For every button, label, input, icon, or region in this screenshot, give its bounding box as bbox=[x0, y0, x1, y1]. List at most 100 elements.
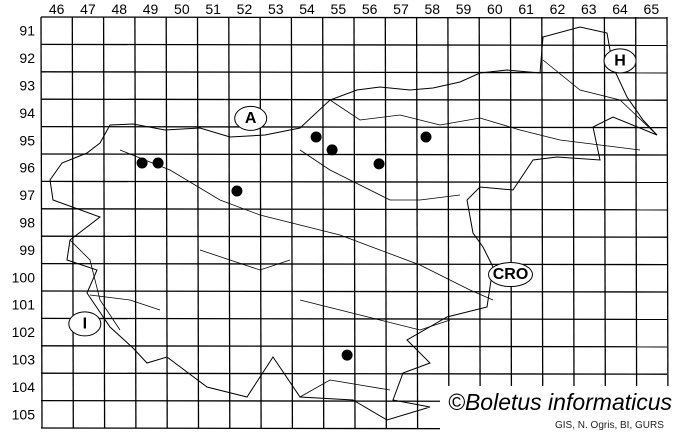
grid-vertical-line bbox=[603, 16, 607, 429]
rivers bbox=[69, 59, 658, 398]
row-label: 103 bbox=[12, 352, 36, 368]
column-label: 57 bbox=[393, 1, 409, 17]
grid-vertical-line bbox=[290, 16, 294, 429]
column-label: 65 bbox=[644, 1, 660, 17]
row-label: 102 bbox=[12, 324, 36, 340]
country-label-hungary: H bbox=[603, 48, 637, 74]
column-label: 52 bbox=[237, 1, 253, 17]
watermark-background bbox=[440, 386, 672, 432]
row-label: 94 bbox=[19, 105, 35, 121]
grid-horizontal-line bbox=[40, 262, 668, 266]
row-label: 92 bbox=[19, 50, 35, 66]
grid-vertical-line bbox=[384, 16, 387, 429]
record-dot bbox=[326, 144, 338, 156]
grid-horizontal-line bbox=[40, 180, 668, 184]
grid-vertical-line bbox=[196, 16, 200, 429]
grid-vertical-line bbox=[228, 16, 231, 429]
row-label: 95 bbox=[19, 132, 35, 148]
credit-text: GIS, N. Ogris, BI, GURS bbox=[555, 420, 664, 431]
row-label: 105 bbox=[12, 406, 36, 422]
grid-vertical-line bbox=[635, 16, 638, 429]
grid-horizontal-line bbox=[40, 235, 668, 238]
river-mura bbox=[542, 59, 658, 136]
record-dots bbox=[136, 131, 432, 361]
column-label: 51 bbox=[205, 1, 221, 17]
row-label: 96 bbox=[19, 160, 35, 176]
country-ellipse bbox=[488, 262, 533, 288]
country-ellipse bbox=[234, 105, 268, 131]
grid-horizontal-line bbox=[40, 317, 668, 321]
row-label: 104 bbox=[12, 379, 36, 395]
column-label: 61 bbox=[518, 1, 534, 17]
country-labels: A H CRO I bbox=[68, 48, 637, 337]
river-soca bbox=[69, 239, 121, 331]
grid bbox=[40, 16, 669, 430]
column-label: 63 bbox=[581, 1, 597, 17]
column-label: 54 bbox=[299, 1, 315, 17]
column-label: 64 bbox=[612, 1, 628, 17]
river-sava bbox=[119, 149, 494, 301]
record-dot bbox=[152, 157, 164, 169]
country-code: I bbox=[83, 315, 87, 332]
grid-horizontal-line bbox=[40, 71, 668, 74]
grid-vertical-line bbox=[71, 16, 74, 429]
watermark-text: ©Boletus informaticus bbox=[448, 389, 673, 415]
record-dot bbox=[341, 349, 353, 361]
country-code: A bbox=[245, 110, 257, 127]
grid-horizontal-line bbox=[40, 16, 668, 19]
grid-vertical-line bbox=[509, 16, 513, 429]
grid-vertical-line bbox=[259, 16, 262, 429]
row-label: 98 bbox=[19, 215, 35, 231]
row-labels: 91 92 93 94 95 96 97 98 99 100 101 102 103 104 105 bbox=[12, 23, 36, 423]
column-labels: 46 47 48 49 50 51 52 53 54 55 56 57 58 59 60 61 62 63 64 65 bbox=[49, 1, 659, 17]
grid-vertical-line bbox=[322, 16, 325, 429]
grid-vertical-line bbox=[40, 16, 43, 429]
column-label: 58 bbox=[424, 1, 440, 17]
row-label: 97 bbox=[19, 187, 35, 203]
grid-horizontal-line bbox=[40, 125, 668, 129]
column-label: 55 bbox=[331, 1, 347, 17]
grid-vertical-line bbox=[666, 16, 669, 429]
column-label: 50 bbox=[174, 1, 190, 17]
column-label: 46 bbox=[49, 1, 65, 17]
country-label-italy: I bbox=[68, 311, 102, 337]
record-dot bbox=[373, 158, 385, 170]
row-label: 91 bbox=[19, 23, 35, 39]
grid-vertical-line bbox=[165, 16, 168, 429]
column-label: 60 bbox=[487, 1, 503, 17]
country-label-croatia: CRO bbox=[488, 262, 533, 288]
column-label: 48 bbox=[111, 1, 127, 17]
row-label: 99 bbox=[19, 242, 35, 258]
grid-vertical-line bbox=[353, 16, 356, 429]
grid-horizontal-line bbox=[40, 208, 668, 211]
grid-vertical-line bbox=[478, 16, 481, 429]
grid-vertical-line bbox=[134, 16, 137, 429]
grid-vertical-line bbox=[572, 16, 575, 429]
slovenia-border bbox=[49, 26, 658, 421]
record-dot bbox=[420, 131, 432, 143]
grid-horizontal-line bbox=[40, 153, 668, 156]
grid-horizontal-line bbox=[40, 345, 668, 348]
column-label: 47 bbox=[80, 1, 96, 17]
row-label: 93 bbox=[19, 78, 35, 94]
country-code: H bbox=[614, 52, 626, 69]
column-label: 62 bbox=[550, 1, 566, 17]
column-label: 53 bbox=[268, 1, 284, 17]
country-ellipse bbox=[603, 48, 637, 74]
river-savinja bbox=[299, 149, 461, 201]
grid-vertical-line bbox=[447, 16, 450, 429]
country-ellipse bbox=[68, 311, 102, 337]
grid-vertical-line bbox=[541, 16, 544, 429]
row-label: 101 bbox=[12, 297, 36, 313]
column-label: 49 bbox=[143, 1, 159, 17]
river-ljubljanica bbox=[199, 249, 291, 271]
row-label: 100 bbox=[12, 269, 36, 285]
river-vipava bbox=[89, 294, 161, 311]
record-dot bbox=[136, 157, 148, 169]
river-krka bbox=[299, 299, 451, 331]
country-label-austria: A bbox=[234, 105, 268, 131]
grid-vertical-line bbox=[102, 16, 106, 429]
column-label: 59 bbox=[456, 1, 472, 17]
grid-horizontal-line bbox=[40, 372, 668, 375]
